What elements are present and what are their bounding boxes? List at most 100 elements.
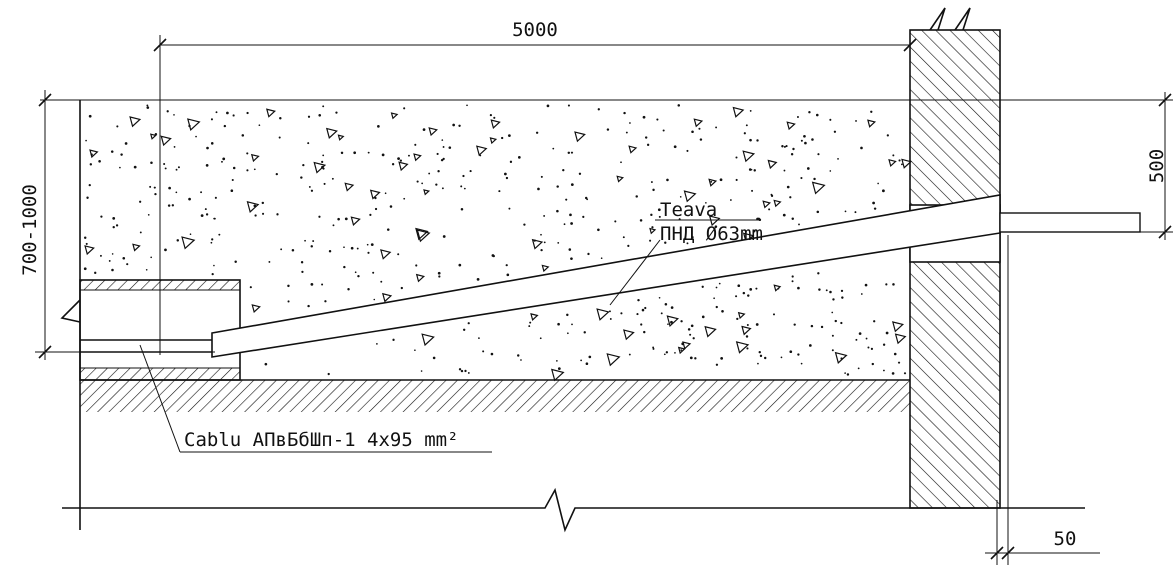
speckle <box>687 328 691 331</box>
speckle <box>119 166 121 169</box>
speckle <box>745 335 749 338</box>
speckle <box>268 260 271 263</box>
speckle <box>175 191 178 194</box>
speckle <box>94 271 97 275</box>
speckle <box>213 217 216 220</box>
speckle <box>253 168 256 171</box>
speckle <box>344 182 355 192</box>
speckle <box>166 110 169 113</box>
speckle <box>901 158 913 169</box>
speckle <box>673 145 677 149</box>
dim-label: 500 <box>1146 149 1168 183</box>
speckle <box>506 273 510 277</box>
speckle <box>328 250 332 253</box>
speckle <box>783 169 786 172</box>
speckle <box>344 217 348 221</box>
speckle <box>792 147 795 151</box>
speckle <box>817 272 820 275</box>
speckle <box>397 157 400 161</box>
speckle <box>735 295 738 298</box>
speckle <box>210 118 213 121</box>
speckle <box>181 236 196 250</box>
speckle <box>606 128 610 131</box>
speckle <box>857 367 860 370</box>
speckle <box>89 149 99 159</box>
speckle <box>858 332 862 335</box>
speckle <box>530 313 539 321</box>
speckle <box>398 161 409 172</box>
dim-label: 700-1000 <box>19 184 41 276</box>
speckle <box>552 147 555 150</box>
speckle <box>539 337 542 340</box>
speckle <box>786 121 796 131</box>
speckle <box>885 283 888 286</box>
speckle <box>505 176 509 180</box>
speckle <box>791 275 794 278</box>
speckle <box>651 226 654 229</box>
speckle <box>719 178 723 182</box>
speckle <box>164 167 167 170</box>
speckle <box>699 138 703 141</box>
speckle <box>566 313 569 317</box>
leader <box>609 239 661 306</box>
speckle <box>557 241 560 244</box>
speckle <box>149 185 152 188</box>
speckle <box>112 225 115 229</box>
speckle <box>258 124 261 127</box>
speckle <box>587 252 590 256</box>
speckle <box>337 134 345 141</box>
speckle <box>517 354 520 357</box>
speckle <box>84 245 95 256</box>
speckle <box>357 274 360 278</box>
speckle <box>222 157 226 161</box>
speckle <box>423 189 431 196</box>
speckle <box>583 331 586 334</box>
speckle <box>620 312 623 315</box>
slab-bottom <box>79 367 241 381</box>
speckle <box>310 189 314 192</box>
speckle <box>690 324 694 328</box>
speckle <box>808 344 812 347</box>
speckle <box>646 143 650 147</box>
speckle <box>287 284 290 288</box>
dim-tick <box>990 546 1015 560</box>
speckle <box>343 265 346 269</box>
speckle <box>860 146 863 150</box>
speckle <box>354 271 357 274</box>
speckle <box>390 112 399 120</box>
speckle <box>886 134 889 137</box>
speckle <box>636 313 639 316</box>
speckle <box>883 369 885 372</box>
speckle <box>800 362 803 365</box>
speckle <box>903 372 907 375</box>
speckle <box>467 372 470 374</box>
speckle <box>813 177 816 181</box>
speckle <box>708 215 721 227</box>
speckle <box>83 267 87 271</box>
speckle <box>664 303 668 306</box>
speckle <box>540 233 542 236</box>
speckle <box>382 292 393 303</box>
speckle <box>177 166 180 169</box>
speckle <box>397 253 400 256</box>
speckle <box>149 133 157 140</box>
speckle <box>535 131 539 134</box>
speckle <box>798 223 800 226</box>
speckle <box>307 115 311 118</box>
speckle <box>467 322 470 325</box>
speckle <box>498 190 501 193</box>
speckle <box>891 321 905 333</box>
speckle <box>713 297 715 300</box>
speckle <box>570 183 574 186</box>
speckle <box>681 342 685 346</box>
speckle <box>369 189 381 200</box>
speckle <box>627 244 630 247</box>
speckle <box>380 280 383 283</box>
speckle <box>421 182 424 185</box>
speckle <box>230 189 234 193</box>
speckle <box>715 286 718 289</box>
speckle <box>873 320 876 323</box>
wall <box>910 30 1000 508</box>
speckle <box>773 199 782 208</box>
speckle <box>318 215 321 218</box>
